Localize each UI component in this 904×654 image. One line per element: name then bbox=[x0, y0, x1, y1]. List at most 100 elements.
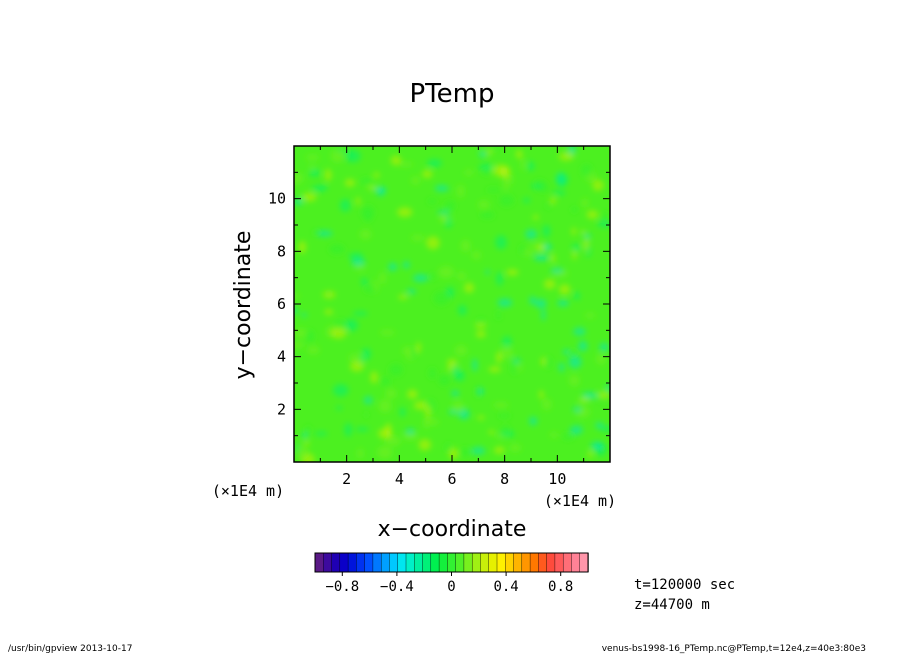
heatmap-patch bbox=[477, 415, 485, 420]
heatmap-patch bbox=[355, 196, 361, 206]
heatmap-patch bbox=[478, 163, 494, 171]
heatmap-patch bbox=[324, 309, 334, 315]
colorbar-swatch bbox=[389, 552, 399, 573]
heatmap-patch bbox=[556, 173, 568, 187]
heatmap-patch bbox=[573, 327, 586, 336]
heatmap-patch bbox=[355, 427, 369, 432]
heatmap-patch bbox=[586, 210, 599, 219]
heatmap-patch bbox=[425, 404, 431, 419]
heatmap-patch bbox=[390, 155, 402, 166]
heatmap-patch bbox=[472, 358, 478, 372]
heatmap-patch bbox=[460, 239, 471, 252]
heatmap-patch bbox=[373, 279, 379, 293]
heatmap-patch bbox=[373, 172, 380, 178]
heatmap-patch bbox=[558, 362, 565, 373]
heatmap-patch bbox=[570, 425, 583, 435]
heatmap-patch bbox=[355, 264, 365, 271]
heatmap-patch bbox=[298, 240, 307, 254]
heatmap-patch bbox=[352, 311, 368, 316]
heatmap-patch bbox=[509, 443, 522, 452]
heatmap-patch bbox=[317, 230, 333, 237]
heatmap-patch bbox=[464, 169, 474, 176]
heatmap-patch bbox=[495, 235, 507, 250]
colorbar-swatch bbox=[496, 552, 506, 573]
heatmap-patch bbox=[411, 234, 425, 241]
heatmap-patch bbox=[448, 447, 459, 460]
heatmap-patch bbox=[535, 298, 547, 309]
heatmap-patch bbox=[436, 210, 450, 215]
heatmap-patch bbox=[305, 425, 311, 435]
colorbar-swatch bbox=[455, 552, 465, 573]
heatmap-patch bbox=[438, 374, 451, 386]
x-tick-label: 8 bbox=[500, 470, 509, 488]
y-tick-label: 10 bbox=[268, 190, 286, 208]
heatmap-patch bbox=[380, 376, 391, 387]
heatmap-patch bbox=[569, 349, 578, 357]
heatmap-patch bbox=[422, 169, 433, 179]
heatmap-patch bbox=[586, 244, 591, 258]
heatmap-patch bbox=[344, 318, 359, 332]
heatmap-patch bbox=[294, 172, 304, 185]
heatmap-patch bbox=[351, 258, 366, 267]
heatmap-patch bbox=[359, 229, 372, 240]
heatmap-patch bbox=[474, 323, 487, 329]
heatmap-patch bbox=[406, 288, 417, 294]
heatmap-patch bbox=[520, 157, 526, 171]
colorbar-swatch bbox=[414, 552, 424, 573]
heatmap-patch bbox=[397, 207, 413, 218]
colorbar-tick-label: 0 bbox=[447, 579, 455, 595]
y-tick-label: 8 bbox=[277, 242, 286, 260]
colorbar-swatch bbox=[430, 552, 440, 573]
heatmap-patch bbox=[496, 271, 504, 286]
footer-left: /usr/bin/gpview 2013-10-17 bbox=[8, 644, 132, 654]
heatmap-patch bbox=[515, 149, 523, 159]
heatmap-patch bbox=[385, 435, 401, 446]
heatmap-patch bbox=[481, 168, 493, 176]
heatmap-patch bbox=[568, 374, 580, 387]
heatmap-patch bbox=[324, 168, 332, 182]
heatmap-patch bbox=[542, 224, 551, 238]
heatmap-patch bbox=[552, 190, 567, 196]
heatmap-patch bbox=[583, 233, 592, 240]
heatmap-patch bbox=[536, 243, 545, 252]
heatmap-patch bbox=[558, 152, 574, 161]
heatmap-patch bbox=[496, 310, 501, 320]
colorbar-swatch bbox=[488, 552, 498, 573]
heatmap-patch bbox=[588, 450, 593, 459]
heatmap-patch bbox=[471, 251, 481, 260]
heatmap-patch bbox=[407, 389, 418, 400]
heatmap-patch bbox=[314, 431, 328, 436]
heatmap-patch bbox=[480, 211, 495, 219]
y-tick-label: 4 bbox=[277, 348, 286, 366]
heatmap-patch bbox=[581, 391, 598, 400]
heatmap-patch bbox=[403, 432, 418, 441]
heatmap-patch bbox=[412, 273, 429, 283]
heatmap-patch bbox=[571, 206, 578, 213]
y-axis-ticks: 2 4 6 8 10 bbox=[268, 171, 610, 437]
heatmap-patch bbox=[426, 236, 440, 250]
heatmap-patch bbox=[580, 229, 586, 235]
heatmap-patch bbox=[496, 351, 502, 364]
heatmap-patch bbox=[595, 422, 604, 429]
colorbar-swatch bbox=[397, 552, 407, 573]
y-unit-label: (×1E4 m) bbox=[212, 482, 284, 500]
colorbar-swatch bbox=[480, 552, 490, 573]
heatmap-patch bbox=[571, 244, 581, 252]
heatmap-patch bbox=[562, 433, 575, 440]
heatmap-patch bbox=[348, 252, 364, 261]
heatmap-patch bbox=[323, 291, 335, 296]
heatmap-patch bbox=[330, 149, 344, 163]
heatmap-patch bbox=[543, 279, 556, 290]
x-axis-ticks: 2 4 6 8 10 bbox=[319, 146, 585, 488]
heatmap-patch bbox=[454, 345, 468, 356]
heatmap-patch bbox=[385, 388, 397, 399]
heatmap-patch bbox=[527, 161, 535, 172]
heatmap-patch bbox=[592, 179, 604, 191]
heatmap-patch bbox=[294, 341, 305, 349]
heatmap-patch bbox=[429, 273, 437, 280]
heatmap-patch bbox=[452, 400, 464, 413]
x-tick-label: 10 bbox=[548, 470, 566, 488]
heatmap-patch bbox=[359, 177, 374, 185]
heatmap-patch bbox=[379, 272, 386, 285]
y-tick-label: 6 bbox=[277, 295, 286, 313]
